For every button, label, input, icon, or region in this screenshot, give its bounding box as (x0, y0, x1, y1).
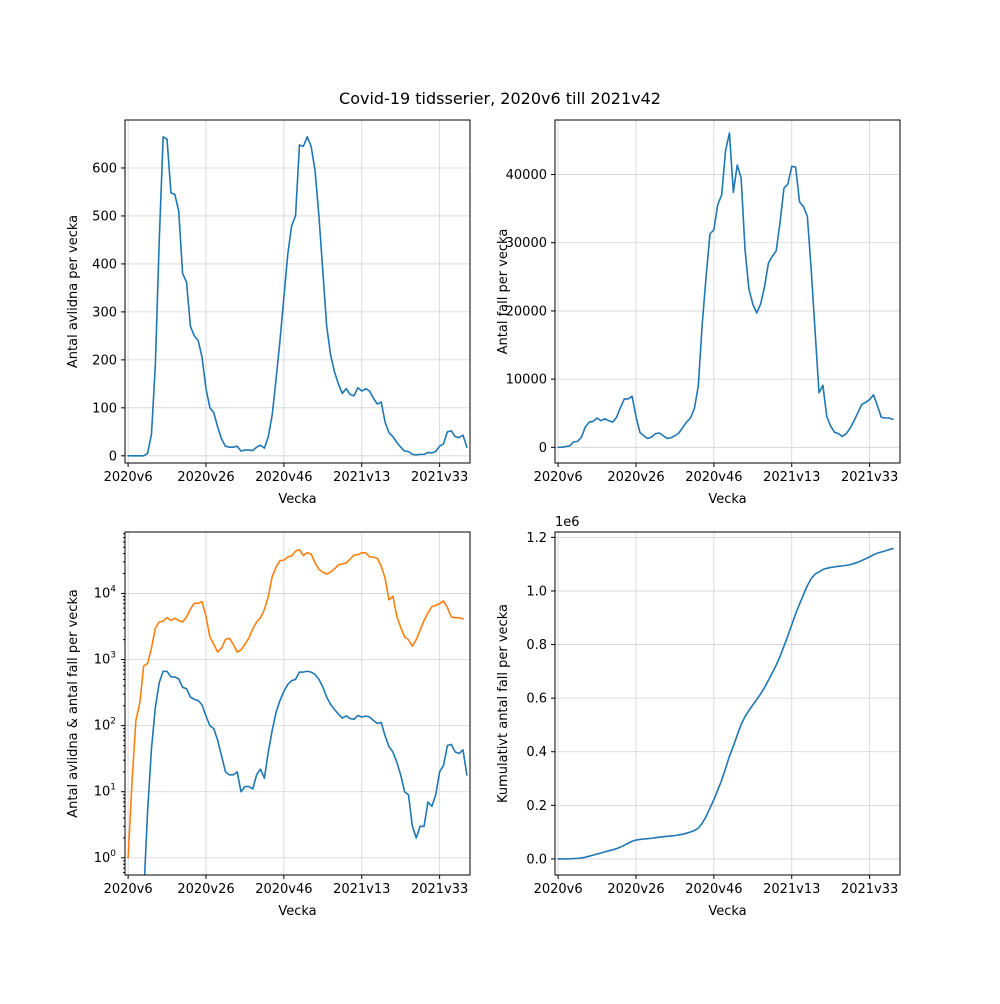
y-tick-label: 0.6 (526, 692, 547, 707)
y-axis-label: Antal avlidna & antal fall per vecka (66, 589, 81, 817)
y-tick-label: 1.2 (526, 531, 547, 546)
y-tick-label: 600 (92, 161, 117, 176)
panel-1: 2020v6 2020v26 2020v46 2021v13 2021v33 0 100 20… (66, 119, 471, 507)
y-tick-label: 500 (92, 209, 117, 224)
x-tick-label: 2020v26 (607, 470, 664, 485)
x-tick-label: 2021v13 (333, 882, 390, 897)
y-tick-label: 10000 (506, 373, 547, 388)
x-tick-label: 2021v33 (411, 470, 468, 485)
y-tick-exponent: 0 (110, 849, 116, 859)
series-line-antal-avlidna (127, 135, 468, 457)
y-tick-label: 20000 (506, 304, 547, 319)
x-tick-label: 2021v13 (763, 470, 820, 485)
x-tick-label: 2020v6 (534, 882, 583, 897)
x-axis-label: Vecka (278, 492, 316, 507)
x-axis-label: Vecka (708, 492, 746, 507)
y-tick-label: 0.2 (526, 799, 547, 814)
x-tick-label: 2020v46 (255, 882, 312, 897)
y-tick-exponent: 3 (110, 651, 116, 661)
x-tick-label: 2020v26 (177, 882, 234, 897)
x-tick-label: 2020v46 (685, 470, 742, 485)
y-tick-label: 400 (92, 257, 117, 272)
y-tick-label: 100 (92, 401, 117, 416)
panel-2: 2020v6 2020v26 2020v46 2021v13 2021v33 0 10000… (496, 119, 901, 507)
series-line-antal-fall (557, 132, 894, 449)
axes-frame (124, 119, 471, 464)
axes-frame (554, 119, 901, 464)
x-tick-label: 2020v46 (685, 882, 742, 897)
y-tick-exponent: 4 (110, 584, 116, 594)
y-tick-label: 0.4 (526, 745, 547, 760)
x-tick-label: 2020v6 (104, 882, 153, 897)
y-tick-label: 300 (92, 305, 117, 320)
x-axis-label: Vecka (708, 904, 746, 919)
axes-frame (554, 531, 901, 876)
x-tick-label: 2021v13 (763, 882, 820, 897)
x-tick-label: 2020v6 (534, 470, 583, 485)
x-tick-label: 2021v13 (333, 470, 390, 485)
y-tick-label: 0 (539, 441, 547, 456)
series-line-antal-fall (127, 548, 464, 859)
series-line-kumulativt-antal-fall (557, 547, 894, 860)
y-tick-label: 30000 (506, 236, 547, 251)
axes-frame (124, 531, 471, 876)
figure-title: Covid-19 tidsserier, 2020v6 till 2021v42 (339, 89, 661, 108)
x-tick-label: 2020v46 (255, 470, 312, 485)
y-tick-label: 0.8 (526, 638, 547, 653)
x-tick-label: 2021v33 (411, 882, 468, 897)
x-tick-label: 2021v33 (841, 470, 898, 485)
x-tick-label: 2020v26 (177, 470, 234, 485)
y-offset-text: 1e6 (555, 515, 580, 530)
y-tick-label: 40000 (506, 168, 547, 183)
series-line-antal-avlidna (143, 670, 468, 875)
y-axis-label: Kumulativt antal fall per vecka (496, 604, 511, 803)
x-tick-label: 2020v6 (104, 470, 153, 485)
y-tick-exponent: 1 (110, 783, 116, 793)
y-tick-exponent: 2 (110, 717, 116, 727)
y-tick-label: 0 (109, 449, 117, 464)
y-tick-label: 0.0 (526, 852, 547, 867)
panel-4: 2020v6 2020v26 2020v46 2021v13 2021v33 0.0 0.2… (496, 515, 901, 919)
y-axis-label: Antal avlidna per vecka (66, 215, 81, 368)
y-axis-label: Antal fall per vecka (496, 229, 511, 355)
x-tick-label: 2020v26 (607, 882, 664, 897)
y-tick-label: 1.0 (526, 584, 547, 599)
x-axis-label: Vecka (278, 904, 316, 919)
y-tick-label: 200 (92, 353, 117, 368)
x-tick-label: 2021v33 (841, 882, 898, 897)
